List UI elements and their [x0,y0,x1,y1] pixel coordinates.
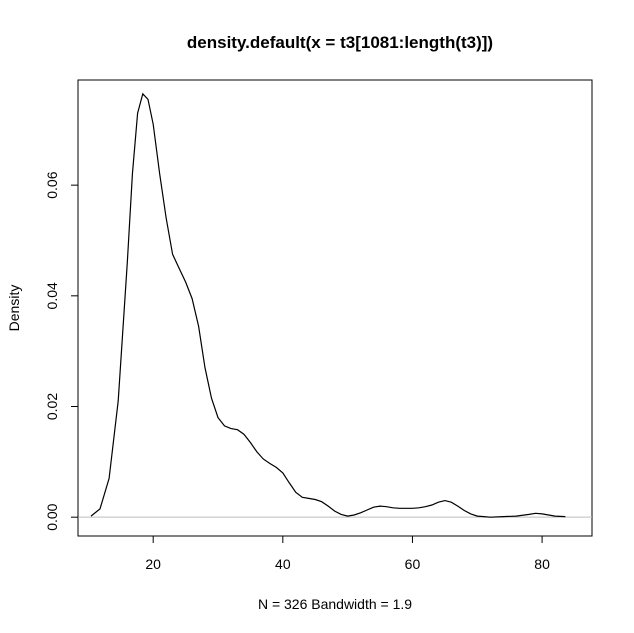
y-tick-label: 0.06 [44,171,60,198]
chart-title: density.default(x = t3[1081:length(t3)]) [187,33,493,52]
plot-frame [77,79,593,537]
y-axis-label: Density [6,285,22,332]
x-tick-label: 80 [534,556,550,572]
y-tick-label: 0.00 [44,503,60,530]
x-tick-label: 20 [145,556,161,572]
x-tick-label: 60 [405,556,421,572]
x-axis-label: N = 326 Bandwidth = 1.9 [258,596,412,612]
x-axis: 20 40 60 80 [145,535,550,572]
y-tick-label: 0.04 [44,282,60,309]
y-axis: 0.00 0.02 0.04 0.06 [44,171,79,531]
y-tick-label: 0.02 [44,393,60,420]
x-tick-label: 40 [275,556,291,572]
density-curve [90,92,566,518]
